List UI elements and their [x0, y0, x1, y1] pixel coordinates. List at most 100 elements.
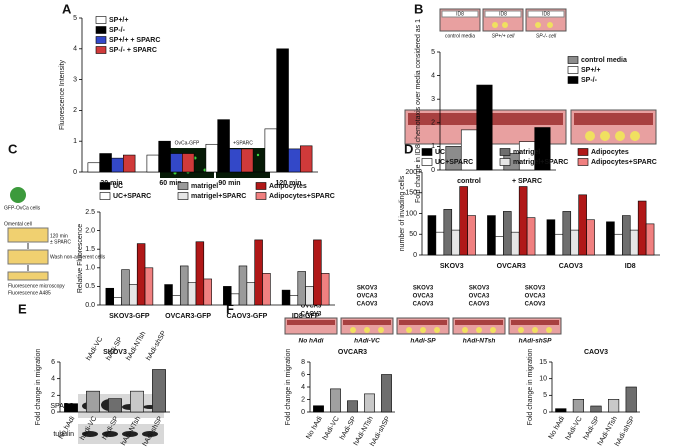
bar [330, 388, 341, 413]
bar [364, 393, 375, 413]
adipocyte [350, 327, 356, 333]
b-header-label: control media [445, 33, 475, 39]
panel-label: B [414, 1, 423, 16]
bar [555, 408, 567, 413]
y-tick-label: 6 [51, 359, 55, 366]
bar [108, 398, 122, 413]
f-insert [287, 320, 335, 325]
bar [299, 145, 313, 173]
blot [78, 424, 164, 444]
bar [130, 390, 144, 413]
legend-label: UC+SPARC [113, 193, 151, 200]
bar [586, 219, 595, 256]
bar [203, 278, 212, 306]
y-tick-label: 4 [431, 72, 435, 79]
adipocyte [532, 327, 538, 333]
bar [158, 140, 171, 173]
bar [187, 282, 197, 306]
bar [625, 386, 637, 413]
legend-label: matrigel+SPARC [513, 159, 568, 166]
f-condition: hAdi-VC [354, 338, 380, 345]
legend-label: UC [435, 149, 445, 156]
legend-label: matrigel+SPARC [191, 193, 246, 200]
x-tick-label: + SPARC [512, 178, 542, 185]
y-axis-label: Fold change in migration [527, 349, 534, 426]
bar [622, 215, 631, 256]
adipocyte [462, 327, 468, 333]
bar [590, 405, 602, 413]
bar [289, 295, 299, 306]
bar [195, 241, 205, 306]
bar [144, 267, 154, 306]
adipocyte [378, 327, 384, 333]
legend-swatch [99, 182, 111, 190]
y-tick-label: 2.0 [85, 227, 95, 234]
bar [238, 265, 248, 306]
y-tick-label: 5 [543, 392, 547, 399]
bar [606, 221, 615, 256]
b-header-label: ID8 [456, 11, 464, 17]
bar [427, 215, 437, 256]
schematic-label: GFP-OvCa cells [4, 205, 41, 211]
bar [467, 215, 476, 256]
bar [223, 286, 232, 306]
bar [570, 229, 579, 256]
x-tick-label: control [457, 178, 481, 185]
f-condition: No hAdi [299, 338, 324, 345]
bar [495, 236, 504, 256]
f-header-line: SKOV3 [357, 286, 378, 292]
bar [320, 273, 330, 306]
bar [136, 243, 146, 306]
y-tick-label: 4 [51, 376, 55, 383]
bar [645, 223, 655, 256]
y-tick-label: 0 [413, 252, 417, 259]
y-axis-label: Fold change in migration [35, 349, 42, 426]
legend-swatch [95, 36, 107, 44]
f-header-line: CAOV3 [525, 302, 546, 308]
legend-label: SP+/+ + SPARC [109, 37, 160, 44]
x-tick-label: OVCAR3-GFP [165, 313, 211, 320]
legend-swatch [177, 182, 189, 190]
bar [503, 211, 512, 256]
x-tick-label: CAOV3-GFP [226, 313, 267, 320]
x-tick-label: ID8 [625, 263, 636, 270]
bar [86, 390, 100, 413]
y-tick-label: 3 [73, 76, 77, 83]
x-tick-label: SKOV3-GFP [109, 313, 150, 320]
y-tick-label: 50 [409, 231, 417, 238]
f-insert [455, 320, 503, 325]
legend-swatch [577, 148, 589, 156]
image-label: OvCa-GFP [175, 140, 200, 146]
legend-label: SP-/- [581, 77, 598, 84]
legend-swatch [421, 158, 433, 166]
legend-label: Adipocytes [591, 149, 629, 156]
x-tick-label: 120 min [275, 180, 301, 187]
y-tick-label: 100 [405, 210, 417, 217]
adipocyte [546, 327, 552, 333]
legend-label: Adipocytes [269, 183, 307, 190]
bar [87, 162, 101, 173]
panel-label: D [404, 141, 413, 156]
bar [578, 194, 587, 256]
legend-label: UC+SPARC [435, 159, 473, 166]
bar [562, 211, 572, 256]
bar [152, 369, 166, 413]
legend-label: matrigel [513, 149, 540, 156]
legend-swatch [95, 16, 107, 24]
bar [288, 148, 301, 173]
bar [476, 84, 493, 171]
schematic-label: Wash non-adherent cells [50, 254, 106, 260]
bar [608, 399, 620, 413]
y-tick-label: 4 [301, 384, 305, 391]
f-header-line: CAOV3 [357, 302, 378, 308]
f-header-line: SKOV3 [469, 286, 490, 292]
bar [111, 157, 124, 173]
lane-label: hAdi-VC [85, 336, 104, 362]
legend-label: Adipocytes+SPARC [591, 159, 657, 166]
bar [230, 293, 240, 306]
y-tick-label: 2 [51, 392, 55, 399]
bar [146, 154, 159, 173]
y-axis-label: number of invading cells [399, 175, 406, 251]
bar [64, 403, 78, 413]
